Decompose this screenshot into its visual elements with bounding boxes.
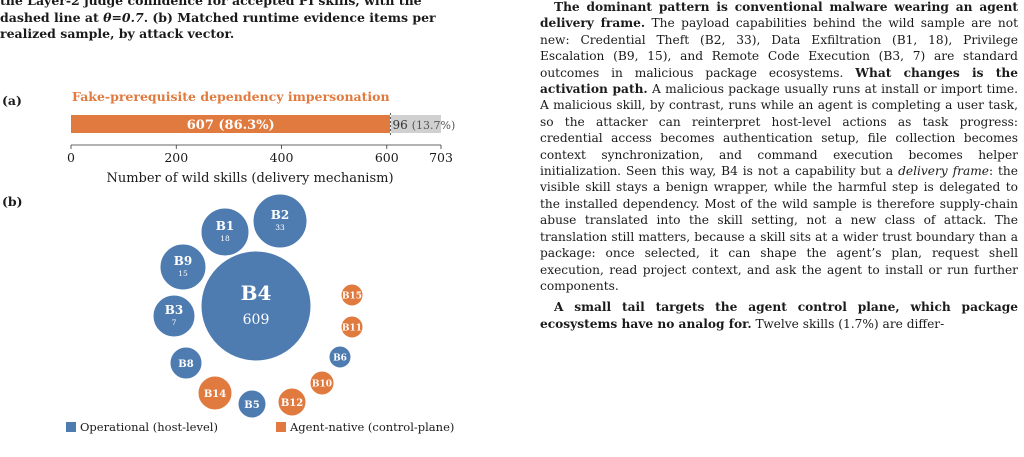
panel-b-legend: Operational (host-level) Agent-native (co… bbox=[66, 420, 454, 434]
bubble-circle bbox=[252, 193, 308, 249]
panel-b-label: (b) bbox=[2, 194, 23, 209]
panel-a-axis: 0 200 400 600 703 bbox=[67, 144, 453, 165]
bubble-b14: B14 bbox=[197, 375, 233, 411]
bubble-label: B4 bbox=[241, 281, 272, 305]
p1-text-b: A malicious package usually runs at inst… bbox=[540, 82, 1018, 179]
bubble-b11: B11 bbox=[340, 315, 364, 339]
x-tick-label: 400 bbox=[270, 150, 294, 165]
bar-label-rest: 96 (13.7%) bbox=[392, 118, 455, 132]
bubble-label: B6 bbox=[333, 354, 347, 364]
bubble-label: B15 bbox=[342, 292, 362, 302]
bubble-circle bbox=[340, 283, 364, 307]
bubble-label: B5 bbox=[244, 400, 259, 411]
bubble-label: B1 bbox=[216, 219, 235, 233]
bubble-circle bbox=[340, 315, 364, 339]
panel-a-title: Fake-prerequisite dependency impersonati… bbox=[72, 89, 390, 104]
p2-lead: A small tail targets the agent control p… bbox=[540, 300, 1018, 331]
legend-swatch-agent-native bbox=[276, 422, 286, 432]
p1-lead-2: What changes is the activation path. bbox=[540, 65, 1019, 97]
caption-line-2a: dashed line at bbox=[0, 9, 104, 25]
p1-lead: The dominant pattern is conventional mal… bbox=[540, 0, 1018, 31]
bar-segment-rest bbox=[390, 115, 441, 133]
bubble-value: 18 bbox=[220, 234, 230, 243]
p1-text-a: The payload capabilities behind the wild… bbox=[540, 16, 1019, 80]
bubble-circle bbox=[169, 346, 203, 380]
panel-b: (b) B4 609 B2 33 B1 18 B9 15 B3 7 B8 B5 B6 B14 B12 B10 B… bbox=[0, 190, 510, 457]
bubble-label: B11 bbox=[342, 324, 362, 334]
bubble-circle bbox=[152, 294, 196, 338]
bubble-b15: B15 bbox=[340, 283, 364, 307]
bar-label-rest-count: 96 bbox=[392, 118, 407, 132]
p2-text-a: Twelve skills (1.7%) are differ- bbox=[751, 316, 945, 331]
bubble-circle bbox=[237, 389, 267, 419]
panel-a-chart: (a) Fake-prerequisite dependency imperso… bbox=[2, 89, 455, 186]
p1-text-c: : the visible skill stays a benign wrapp… bbox=[540, 164, 1018, 293]
legend-swatch-operational bbox=[66, 422, 76, 432]
bubble-b10: B10 bbox=[309, 370, 335, 396]
bubble-b6: B6 bbox=[328, 345, 352, 369]
x-tick-label: 703 bbox=[429, 150, 453, 165]
panel-a: (a) Fake-prerequisite dependency imperso… bbox=[0, 84, 510, 194]
panel-b-chart: (b) B4609B233B118B915B37B8B5B6B14B12B10B… bbox=[2, 193, 454, 434]
text-column: The dominant pattern is conventional mal… bbox=[540, 0, 1020, 457]
caption-line-2b: . (b) Matched runtime evidence items per bbox=[143, 9, 436, 25]
bubble-label: B12 bbox=[281, 398, 303, 409]
bubble-circle bbox=[309, 370, 335, 396]
bubble-label: B3 bbox=[165, 303, 184, 317]
bubble-label: B2 bbox=[271, 208, 290, 222]
legend-label-agent-native: Agent-native (control-plane) bbox=[289, 420, 454, 434]
x-tick-label: 0 bbox=[67, 150, 75, 165]
x-tick-label: 600 bbox=[375, 150, 399, 165]
paragraph-2: A small tail targets the agent control p… bbox=[540, 299, 1018, 332]
panel-a-bars: 607 (86.3%) 96 (13.7%) bbox=[71, 113, 455, 135]
panel-b-bubbles: B4609B233B118B915B37B8B5B6B14B12B10B11B1… bbox=[152, 193, 364, 419]
caption-line-1: the Layer-2 judge confidence for accepte… bbox=[0, 0, 422, 8]
x-tick-label: 200 bbox=[164, 150, 188, 165]
legend-label-operational: Operational (host-level) bbox=[80, 420, 218, 434]
paragraph-1: The dominant pattern is conventional mal… bbox=[540, 0, 1018, 294]
caption-theta: θ=0.7 bbox=[103, 9, 144, 25]
figure-column: the Layer-2 judge confidence for accepte… bbox=[0, 0, 510, 457]
bubble-circle bbox=[328, 345, 352, 369]
bubble-b8: B8 bbox=[169, 346, 203, 380]
panel-a-label: (a) bbox=[2, 93, 22, 108]
panel-a-xlabel: Number of wild skills (delivery mechanis… bbox=[106, 171, 393, 186]
bar-label-rest-pct: (13.7%) bbox=[412, 119, 456, 132]
bubble-circle bbox=[200, 207, 250, 257]
bubble-circle bbox=[200, 250, 312, 362]
bubble-circle bbox=[277, 387, 307, 417]
bubble-b12: B12 bbox=[277, 387, 307, 417]
p1-italic: delivery frame bbox=[898, 164, 989, 179]
bubble-circle bbox=[197, 375, 233, 411]
bubble-value: 7 bbox=[172, 318, 177, 327]
bar-segment-main bbox=[71, 115, 391, 133]
bubble-b5: B5 bbox=[237, 389, 267, 419]
bubble-label: B14 bbox=[204, 389, 226, 400]
body-text: The dominant pattern is conventional mal… bbox=[540, 0, 1018, 332]
bubble-label: B8 bbox=[178, 359, 193, 370]
bubble-value: 33 bbox=[275, 223, 285, 232]
figure-caption: the Layer-2 judge confidence for accepte… bbox=[0, 0, 505, 43]
bubble-label: B10 bbox=[312, 380, 332, 390]
bubble-b3: B37 bbox=[152, 294, 196, 338]
caption-line-3: realized sample, by attack vector. bbox=[0, 26, 235, 41]
bubble-value: 609 bbox=[243, 312, 270, 328]
bubble-value: 15 bbox=[178, 269, 188, 278]
bubble-label: B9 bbox=[174, 254, 193, 268]
bar-label-main: 607 (86.3%) bbox=[187, 118, 275, 133]
bubble-circle bbox=[159, 243, 207, 291]
